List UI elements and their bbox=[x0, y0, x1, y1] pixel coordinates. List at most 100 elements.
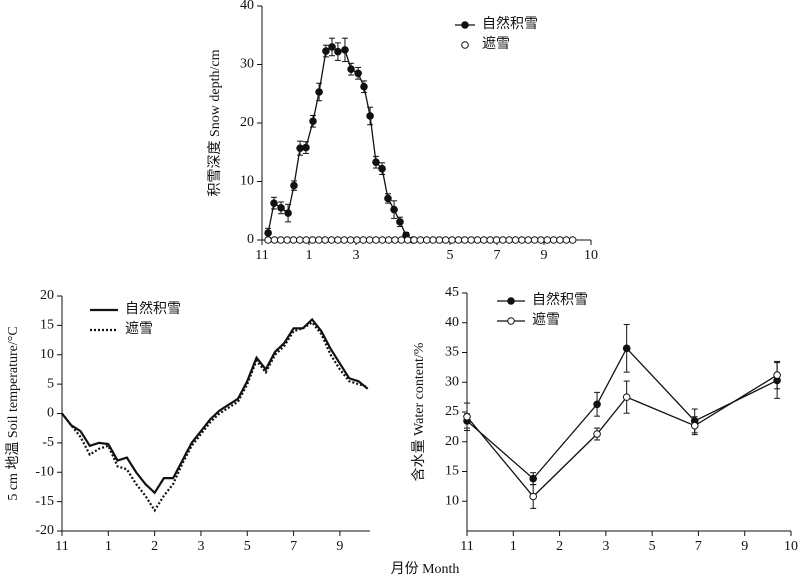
data-point bbox=[492, 236, 501, 244]
data-point bbox=[346, 236, 355, 244]
data-point bbox=[309, 117, 317, 126]
data-point bbox=[302, 143, 310, 152]
data-point bbox=[308, 236, 317, 244]
x-tick-label: 1 bbox=[105, 539, 112, 554]
data-point bbox=[391, 236, 399, 244]
x-tick-label: 11 bbox=[255, 248, 268, 263]
y-tick-label: 35 bbox=[445, 345, 459, 360]
data-point bbox=[463, 412, 471, 421]
data-point bbox=[690, 421, 699, 430]
data-point bbox=[773, 371, 781, 379]
data-point bbox=[530, 236, 539, 244]
data-point bbox=[384, 194, 392, 203]
data-point bbox=[334, 47, 342, 56]
x-tick-label: 9 bbox=[741, 539, 748, 554]
y-tick-label: 10 bbox=[445, 493, 459, 508]
data-point bbox=[473, 236, 482, 244]
legend-marker bbox=[461, 21, 469, 29]
y-tick-label: 15 bbox=[445, 464, 459, 479]
y-tick-label: 15 bbox=[40, 318, 54, 333]
data-point bbox=[518, 236, 526, 244]
legend-marker bbox=[461, 41, 469, 49]
data-point bbox=[359, 236, 368, 244]
x-tick-label: 9 bbox=[541, 248, 548, 263]
data-point bbox=[315, 88, 323, 96]
series-line bbox=[466, 374, 778, 498]
data-point bbox=[568, 236, 577, 244]
y-tick-label: 20 bbox=[240, 115, 254, 130]
data-point bbox=[372, 236, 380, 244]
data-point bbox=[378, 164, 386, 173]
legend-label: 自然积雪 bbox=[482, 15, 538, 32]
x-tick-label: 11 bbox=[55, 539, 68, 554]
data-point bbox=[372, 158, 380, 166]
x-tick-label: 7 bbox=[290, 539, 297, 554]
legend-label: 自然积雪 bbox=[532, 291, 588, 308]
data-point bbox=[416, 236, 425, 244]
data-point bbox=[511, 236, 520, 244]
data-point bbox=[505, 236, 514, 244]
data-point bbox=[480, 236, 488, 244]
data-point bbox=[366, 112, 374, 120]
data-point bbox=[622, 344, 631, 353]
x-tick-label: 3 bbox=[353, 248, 360, 263]
y-axis-label: 5 cm 地温 Soil temperature/°C bbox=[5, 326, 21, 500]
y-tick-label: 30 bbox=[445, 374, 459, 389]
y-tick-label: 30 bbox=[240, 57, 254, 72]
y-tick-label: 20 bbox=[445, 434, 459, 449]
data-point bbox=[334, 236, 342, 244]
y-tick-label: 20 bbox=[40, 288, 54, 303]
y-axis-label: 含水量 Water content/% bbox=[411, 342, 427, 481]
x-tick-label: 1 bbox=[510, 539, 517, 554]
y-tick-label: -15 bbox=[35, 494, 54, 509]
data-point bbox=[277, 204, 285, 212]
axis bbox=[466, 293, 791, 532]
data-point bbox=[403, 236, 412, 244]
series-line bbox=[61, 320, 369, 513]
data-point bbox=[397, 236, 406, 244]
data-point bbox=[390, 205, 398, 214]
data-point bbox=[264, 236, 272, 244]
data-point bbox=[499, 236, 507, 244]
y-tick-label: 0 bbox=[47, 406, 54, 421]
legend-marker bbox=[507, 297, 515, 305]
y-tick-label: 10 bbox=[40, 347, 54, 362]
y-tick-label: 40 bbox=[445, 315, 459, 330]
data-point bbox=[270, 236, 279, 244]
data-point bbox=[410, 236, 418, 244]
data-point bbox=[467, 236, 475, 244]
legend-marker bbox=[507, 317, 515, 325]
x-tick-label: 2 bbox=[151, 539, 158, 554]
data-point bbox=[556, 236, 564, 244]
data-point bbox=[353, 236, 361, 244]
data-point bbox=[441, 236, 450, 244]
data-point bbox=[270, 199, 278, 207]
y-tick-label: 0 bbox=[247, 232, 254, 247]
data-point bbox=[593, 400, 601, 409]
data-point bbox=[422, 236, 431, 244]
y-tick-label: 45 bbox=[445, 285, 459, 300]
series-line bbox=[61, 317, 369, 495]
data-point bbox=[277, 236, 285, 244]
data-point bbox=[543, 236, 552, 244]
data-point bbox=[396, 218, 404, 226]
x-tick-label: 5 bbox=[244, 539, 251, 554]
y-tick-label: 5 bbox=[47, 376, 54, 391]
data-point bbox=[296, 236, 304, 244]
x-tick-label: 7 bbox=[695, 539, 702, 554]
data-point bbox=[448, 236, 456, 244]
x-tick-label: 3 bbox=[602, 539, 609, 554]
data-point bbox=[435, 236, 444, 244]
legend-label: 遮雪 bbox=[532, 312, 560, 328]
legend-label: 自然积雪 bbox=[125, 300, 181, 317]
legend-label: 遮雪 bbox=[482, 36, 510, 52]
data-point bbox=[340, 236, 349, 244]
x-tick-label: 10 bbox=[784, 539, 798, 554]
data-point bbox=[315, 236, 323, 244]
x-tick-label: 7 bbox=[494, 248, 501, 263]
data-point bbox=[289, 236, 298, 244]
data-point bbox=[454, 236, 463, 244]
series-line bbox=[466, 347, 778, 480]
data-point bbox=[284, 209, 292, 217]
x-axis-label: 月份 Month bbox=[391, 561, 460, 577]
